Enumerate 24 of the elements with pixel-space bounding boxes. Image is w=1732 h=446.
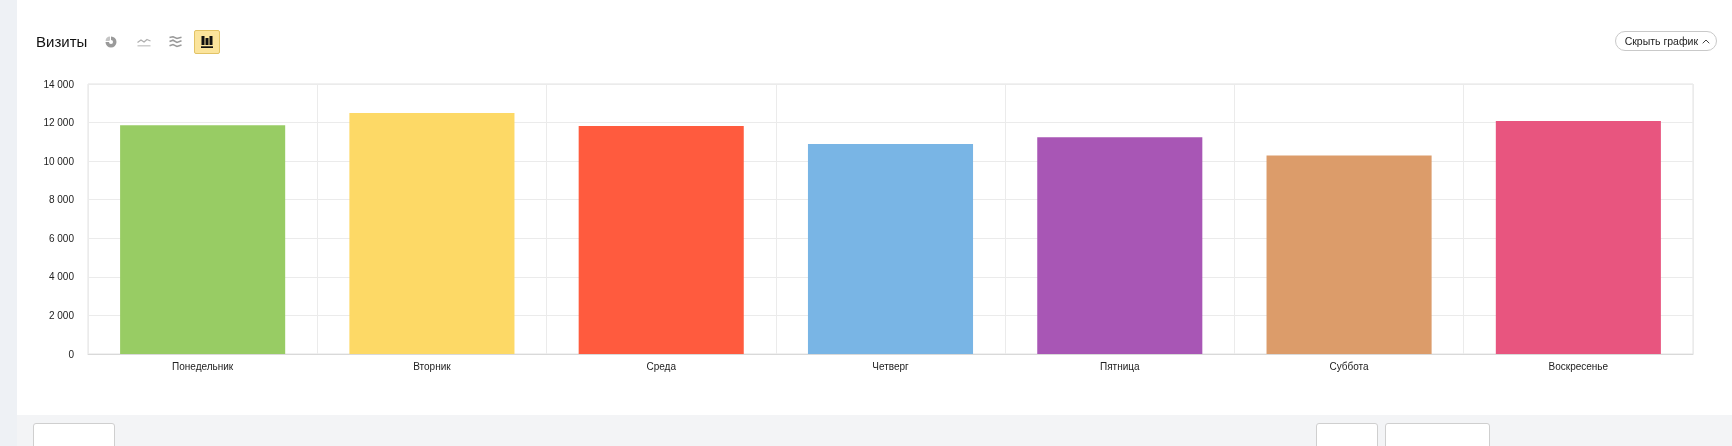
x-tick-label: Пятница: [1099, 360, 1141, 372]
y-tick-label: 12 000: [43, 117, 75, 129]
y-tick-label: 6 000: [48, 232, 75, 244]
x-tick-label: Вторник: [413, 360, 452, 372]
y-tick-label: 10 000: [43, 155, 75, 167]
bar: [1266, 155, 1432, 354]
y-tick-label: 4 000: [48, 271, 75, 283]
chart-title: Визиты: [36, 33, 88, 51]
bar: [1495, 121, 1661, 354]
bar: [807, 143, 974, 354]
bar: [120, 125, 286, 354]
pill-button: Скрыть график: [1614, 31, 1717, 51]
bar: [1037, 137, 1203, 354]
bar: [349, 112, 515, 354]
x-tick-label: Понедельник: [172, 360, 234, 372]
y-tick-label: 14 000: [43, 78, 75, 90]
x-tick-label: Среда: [646, 360, 677, 372]
x-tick-label: Воскресенье: [1548, 360, 1609, 372]
x-tick-label: Суббота: [1329, 360, 1370, 372]
bar: [578, 126, 744, 354]
y-tick-label: 8 000: [48, 194, 75, 206]
x-tick-label: Четверг: [872, 360, 910, 372]
y-tick-label: 0: [68, 348, 75, 360]
y-tick-label: 2 000: [48, 309, 75, 321]
